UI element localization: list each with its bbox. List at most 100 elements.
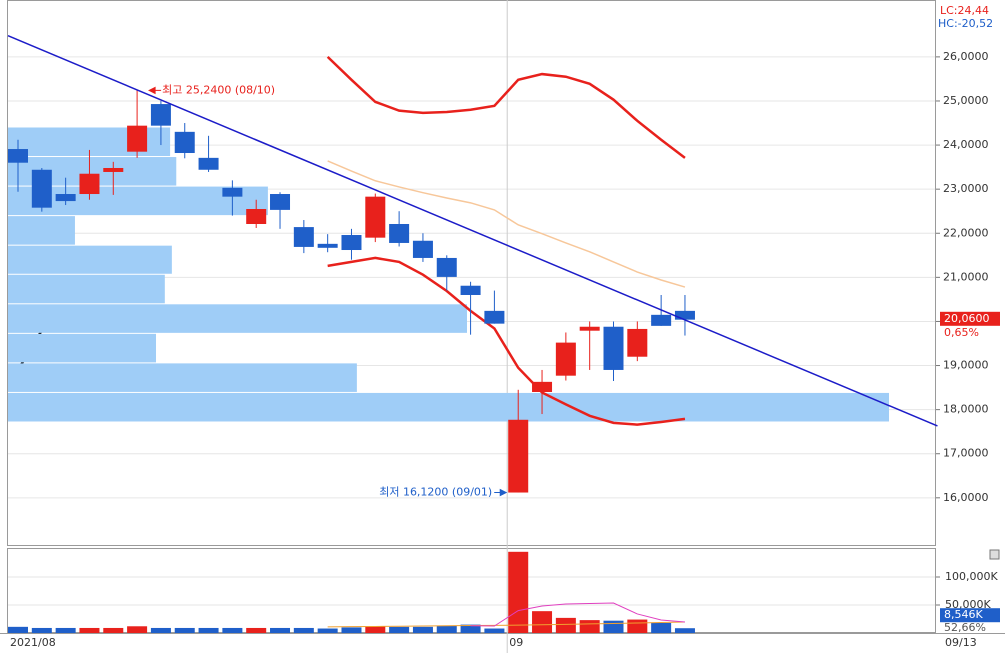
volume-bar (246, 627, 267, 633)
high-arrow (147, 86, 162, 95)
volume-ma-line (470, 602, 686, 627)
volume-bar (555, 617, 576, 633)
candle-body (246, 209, 267, 224)
candle-body (436, 257, 457, 277)
volume-bar (79, 627, 100, 633)
volume-bar (8, 626, 28, 633)
volume-bar (651, 622, 672, 633)
candle-body (222, 187, 243, 197)
volume-bar (127, 626, 148, 633)
y-tick-label: 25,0000 (943, 94, 989, 107)
volume-bar (412, 626, 433, 633)
volume-bar (484, 628, 505, 633)
candle-body (174, 131, 195, 154)
current-date: 09/13 (945, 636, 977, 649)
volume-bar (603, 620, 624, 633)
volume-box (940, 608, 1000, 623)
candle-body (627, 328, 648, 357)
candle-body (508, 419, 529, 493)
y-tick-label: 100,000K (945, 570, 998, 583)
candle-body (341, 235, 362, 251)
candle-body (150, 104, 171, 126)
volume-profile-bar (8, 245, 172, 274)
volume-bar (341, 627, 362, 633)
candle-body (532, 381, 553, 392)
y-tick-label: 21,0000 (943, 270, 989, 283)
volume-bar (174, 627, 195, 633)
x-tick-label: 2021/08 (10, 636, 56, 649)
volume-bar (579, 620, 600, 633)
high-annotation: 최고 25,2400 (08/10) (162, 83, 275, 96)
candle-body (55, 194, 76, 202)
candle-body (555, 342, 576, 376)
volume-bar (436, 625, 457, 633)
candle-body (412, 240, 433, 258)
volume-bar (150, 627, 171, 633)
volume-profile-bar (8, 333, 157, 363)
panel-icon[interactable] (989, 549, 1000, 560)
volume-bar (389, 626, 410, 633)
volume-bar (198, 627, 219, 633)
volume-bar (55, 627, 76, 633)
candle-body (651, 314, 672, 326)
change-label: 0,65% (944, 326, 979, 339)
volume-bar (222, 627, 243, 633)
candle-body (317, 243, 338, 248)
y-tick-label: 22,0000 (943, 226, 989, 239)
y-tick-label: 16,0000 (943, 491, 989, 504)
y-tick-label: 26,0000 (943, 50, 989, 63)
candle-body (31, 169, 52, 208)
candle-body (579, 326, 600, 331)
candle-body (389, 223, 410, 243)
volume-ratio: 52,66% (944, 621, 986, 634)
trendline (7, 35, 938, 427)
y-tick-label: 23,0000 (943, 182, 989, 195)
candle-body (127, 125, 148, 152)
volume-profile-bar (8, 274, 165, 304)
y-tick-label: 50,000K (945, 598, 991, 611)
volume-bar (532, 611, 553, 633)
volume-bar (460, 624, 481, 633)
lc-label: LC:24,44 (940, 4, 989, 17)
volume-ma-line (327, 621, 685, 628)
candle-body (293, 227, 314, 247)
y-tick-label: 19,0000 (943, 359, 989, 372)
price-box (940, 311, 1000, 326)
candle-body (8, 149, 28, 163)
candle-body (270, 194, 291, 210)
volume-bar (103, 627, 124, 633)
candle-body (674, 310, 695, 320)
volume-profile-bar (8, 363, 357, 392)
low-arrow (494, 488, 508, 497)
volume-bar (365, 626, 386, 633)
candle-body (198, 157, 219, 170)
volume-profile-bar (8, 304, 468, 333)
y-tick-label: 17,0000 (943, 447, 989, 460)
hc-label: HC:-20,52 (938, 17, 993, 30)
volume-bar (31, 627, 52, 633)
y-tick-label: 24,0000 (943, 138, 989, 151)
x-tick-label: 09 (509, 636, 523, 649)
band-line (327, 160, 686, 288)
volume-profile-bar (8, 216, 75, 245)
volume-bar (674, 628, 695, 633)
price-panel (7, 0, 936, 546)
band-line (326, 55, 686, 159)
candle-body (460, 285, 481, 295)
candle-body (103, 167, 124, 172)
current-volume: 8,546K (944, 608, 983, 621)
volume-bar (270, 627, 291, 633)
volume-bar (293, 627, 314, 633)
low-annotation: 최저 16,1200 (09/01) (379, 486, 492, 499)
volume-bar (627, 619, 648, 633)
candle-body (603, 326, 624, 370)
candle-body (484, 310, 505, 324)
band-line (327, 256, 686, 426)
candle-body (79, 173, 100, 195)
current-price: 20,0600 (944, 312, 990, 325)
volume-bar (508, 551, 529, 633)
y-tick-label: 18,0000 (943, 403, 989, 416)
volume-profile-bar (8, 392, 889, 422)
candle-body (365, 196, 386, 238)
